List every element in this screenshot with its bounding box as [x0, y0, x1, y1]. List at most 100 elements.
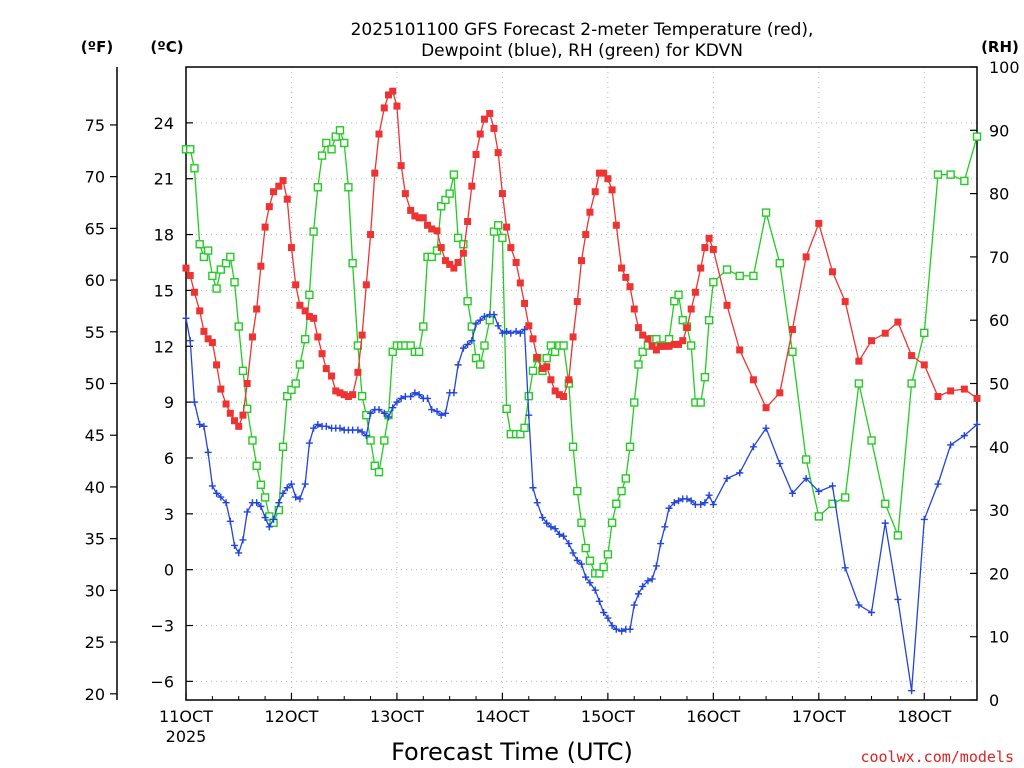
dewpoint-point [947, 441, 955, 449]
temperature-point [332, 387, 340, 395]
rh-point [686, 341, 696, 350]
fahrenheit-tick-label: 25 [85, 633, 105, 652]
dewpoint-point [200, 422, 208, 430]
temperature-point [705, 234, 713, 242]
temperature-point [419, 214, 427, 222]
rh-point [585, 556, 595, 565]
temperature-point [389, 87, 397, 95]
dewpoint-point [182, 314, 190, 322]
temperature-point [595, 169, 603, 177]
celsius-tick-label: −6 [150, 672, 174, 691]
dewpoint-point [661, 523, 669, 531]
rh-point [581, 543, 590, 553]
x-tick-label: 13OCT [370, 707, 424, 726]
rh-point [801, 455, 811, 464]
rh-point [291, 379, 300, 388]
dewpoint-point [538, 514, 546, 522]
rh-tick-label: 100 [989, 58, 1020, 77]
temperature-point [529, 335, 537, 343]
dewpoint-point [894, 595, 902, 603]
dewpoint-point [762, 424, 770, 432]
rh-unit-label: (RH) [981, 38, 1019, 56]
temperature-point [494, 149, 502, 157]
rh-tick-label: 60 [989, 311, 1009, 330]
dewpoint-point [301, 480, 309, 488]
dewpoint-point [533, 499, 541, 507]
temperature-point [305, 312, 313, 320]
dewpoint-point [243, 508, 251, 516]
rh-point [652, 334, 661, 344]
dewpoint-point [279, 489, 287, 497]
rh-point [437, 202, 446, 211]
temperature-point [454, 258, 462, 266]
rh-point [674, 290, 683, 300]
temperature-point [543, 363, 551, 371]
temperature-point [586, 208, 594, 216]
rh-point [300, 334, 310, 344]
temperature-point [960, 385, 968, 393]
dewpoint-point [235, 549, 243, 557]
rh-point [595, 569, 604, 578]
dewpoint-point [265, 523, 273, 531]
temperature-point [538, 365, 546, 373]
rh-point [638, 347, 647, 357]
rh-point [331, 132, 340, 141]
temperature-point [362, 281, 370, 289]
temperature-point [533, 353, 541, 361]
dewpoint-point [375, 406, 383, 414]
dewpoint-point [454, 361, 462, 369]
temperature-point [204, 335, 212, 343]
dewpoint-point [855, 601, 863, 609]
rh-point [498, 233, 507, 243]
fahrenheit-tick-label: 50 [85, 375, 105, 394]
temperature-point [665, 342, 673, 350]
temperature-point [947, 387, 955, 395]
temperature-point [626, 283, 634, 291]
dewpoint-point [591, 586, 599, 594]
dewpoint-point [428, 406, 436, 414]
rh-point [559, 341, 568, 350]
dewpoint-point [723, 474, 731, 482]
temperature-point [652, 346, 660, 354]
rh-point [186, 145, 195, 154]
dewpoint-point [529, 484, 537, 492]
dewpoint-point [464, 340, 472, 348]
dewpoint-point [459, 344, 467, 352]
dewpoint-point [397, 394, 405, 402]
dewpoint-point [476, 316, 484, 324]
temperature-point [697, 264, 705, 272]
dewpoint-point [665, 504, 673, 512]
dewpoint-point [687, 497, 695, 505]
temperature-point [380, 104, 388, 112]
temperature-point [472, 151, 480, 159]
dewpoint-point [437, 411, 445, 419]
dewpoint-point [908, 687, 916, 695]
fahrenheit-tick-label: 75 [85, 116, 105, 135]
dewpoint-point [231, 541, 239, 549]
temperature-point [749, 376, 757, 384]
temperature-point [279, 177, 287, 185]
dewpoint-point [314, 420, 322, 428]
rh-point [568, 442, 578, 451]
fahrenheit-tick-label: 70 [85, 168, 105, 187]
dewpoint-point [490, 311, 498, 319]
rh-point [344, 183, 353, 192]
dewpoint-point [657, 540, 665, 548]
dewpoint-point [380, 409, 388, 417]
temperature-point [608, 186, 616, 194]
rh-point [463, 297, 472, 306]
rh-point [634, 360, 643, 369]
dewpoint-point [595, 597, 603, 605]
temperature-point [701, 244, 709, 252]
rh-point [322, 138, 331, 148]
rh-point [190, 164, 199, 173]
rh-tick-label: 20 [989, 564, 1009, 583]
dewpoint-point [186, 337, 194, 345]
temperature-point [841, 298, 849, 306]
rh-point [199, 252, 209, 262]
rh-point [907, 379, 916, 388]
rh-point [278, 442, 288, 451]
celsius-tick-label: 0 [164, 561, 174, 580]
rh-point [445, 189, 454, 198]
